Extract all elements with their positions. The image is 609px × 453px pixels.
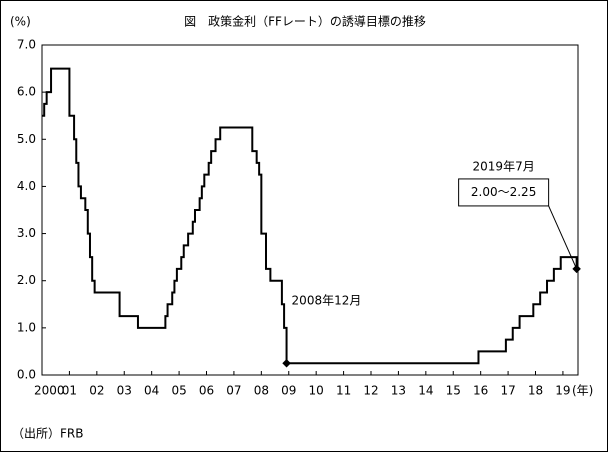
y-tick-label: 7.0 xyxy=(17,38,36,52)
line xyxy=(42,67,578,365)
y-tick-label: 2.0 xyxy=(17,273,36,287)
x-tick-label: 18 xyxy=(528,384,543,398)
x-tick-label: 05 xyxy=(171,384,186,398)
y-tick-label: 0.0 xyxy=(17,368,36,382)
y-tick-label: 3.0 xyxy=(17,226,36,240)
x-tick-label: 09 xyxy=(281,384,296,398)
x-tick-label: 15 xyxy=(446,384,461,398)
x-tick-label: 16 xyxy=(473,384,488,398)
chart-title: 図 政策金利（FFレート）の誘導目標の推移 xyxy=(184,14,426,29)
x-axis-label: (年) xyxy=(572,384,593,398)
x-tick-label: 02 xyxy=(89,384,104,398)
x-tick-label: 19 xyxy=(555,384,570,398)
x-tick-label: 04 xyxy=(144,384,159,398)
x-tick-label: 13 xyxy=(391,384,406,398)
x-tick-label: 01 xyxy=(62,384,77,398)
y-tick-label: 6.0 xyxy=(17,85,36,99)
y-tick-label: 1.0 xyxy=(17,320,36,334)
plot-area xyxy=(41,44,579,376)
x-tick-label: 06 xyxy=(199,384,214,398)
x-tick-label: 17 xyxy=(500,384,515,398)
y-tick-label: 5.0 xyxy=(17,132,36,146)
x-tick-label: 03 xyxy=(117,384,132,398)
x-tick-label: 10 xyxy=(309,384,324,398)
x-tick-label: 11 xyxy=(336,384,351,398)
annotation-label: 2019年7月 xyxy=(473,159,535,173)
annotation-leader xyxy=(548,205,578,270)
annotation-box-label: 2.00～2.25 xyxy=(471,185,536,199)
x-tick-label: 2000 xyxy=(34,384,65,398)
annotation-marker xyxy=(282,358,291,368)
x-tick-label: 12 xyxy=(363,384,378,398)
annotation-label: 2008年12月 xyxy=(292,294,362,308)
x-tick-label: 08 xyxy=(254,384,269,398)
source: （出所）FRB xyxy=(12,427,83,441)
x-tick-label: 07 xyxy=(226,384,241,398)
y-tick-label: 4.0 xyxy=(17,179,36,193)
y-axis-label: (%) xyxy=(10,15,31,29)
x-tick-label: 14 xyxy=(418,384,433,398)
annotation-box xyxy=(458,178,550,207)
